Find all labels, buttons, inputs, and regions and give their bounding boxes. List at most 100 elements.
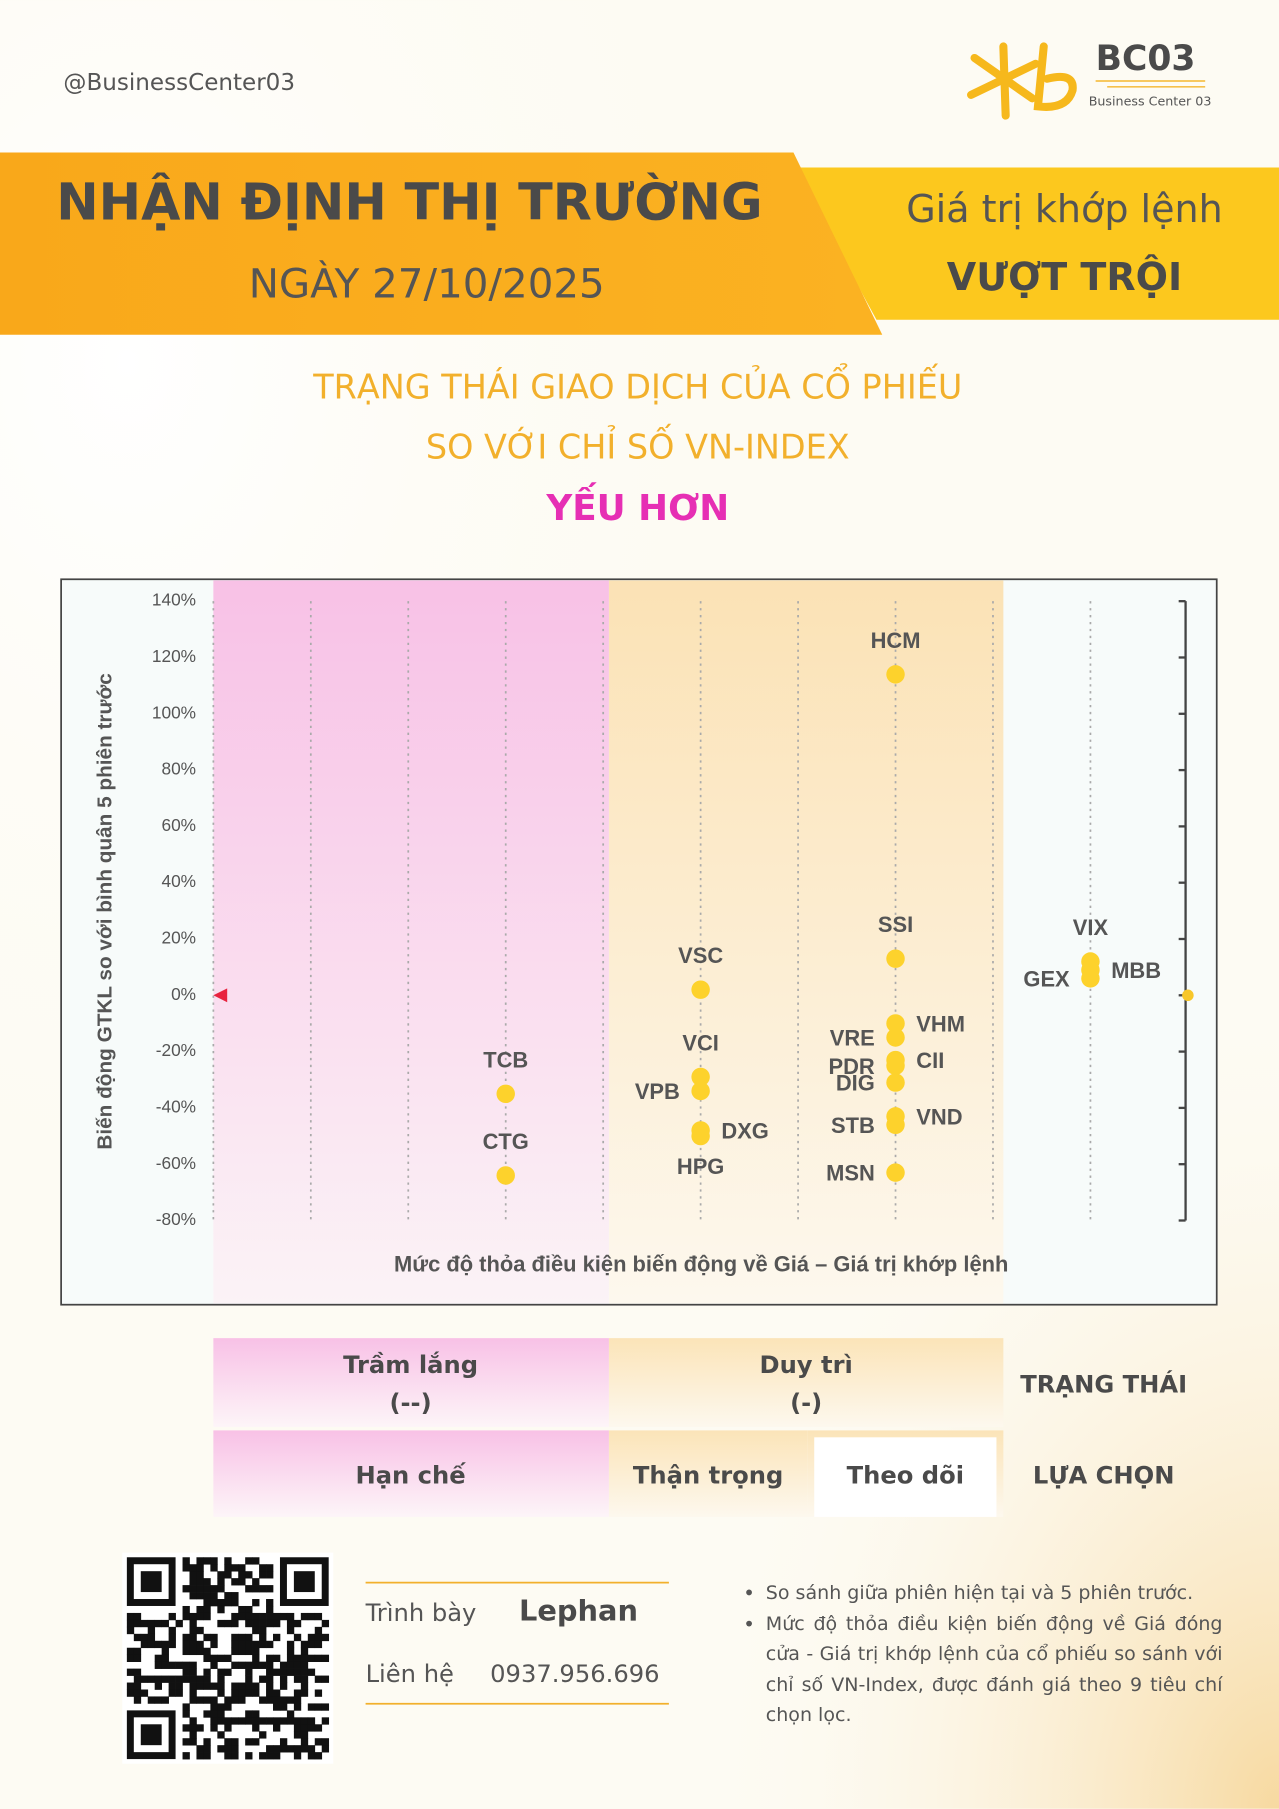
qr-module (224, 1571, 232, 1579)
qr-module (217, 1682, 225, 1690)
qr-module (252, 1619, 260, 1628)
qr-module (279, 1668, 288, 1676)
qr-module (300, 1640, 309, 1649)
qr-module (182, 1710, 190, 1718)
qr-module (273, 1668, 281, 1676)
qr-module (203, 1592, 211, 1600)
qr-module (196, 1564, 204, 1572)
qr-module (293, 1619, 302, 1628)
qr-module (217, 1717, 225, 1725)
qr-module (175, 1661, 183, 1669)
choice-cell (213, 1430, 609, 1517)
qr-module (133, 1647, 142, 1656)
qr-module (189, 1738, 197, 1746)
qr-module (196, 1696, 204, 1704)
qr-module (245, 1675, 253, 1683)
contact-label: Liên hệ (366, 1660, 454, 1688)
qr-module (161, 1696, 169, 1704)
point-label: VCI (682, 1030, 719, 1055)
qr-module (286, 1717, 295, 1725)
qr-module (286, 1668, 295, 1676)
qr-module (259, 1633, 267, 1642)
banner-tagline: Giá trị khớp lệnh (906, 187, 1223, 231)
qr-module (217, 1731, 225, 1739)
qr-module (189, 1682, 197, 1690)
qr-module (126, 1626, 135, 1635)
qr-module (252, 1640, 260, 1649)
qr-module (307, 1703, 316, 1711)
qr-module (273, 1619, 281, 1628)
qr-module (286, 1619, 295, 1628)
qr-module (307, 1724, 316, 1732)
qr-module (266, 1696, 274, 1704)
point (691, 1067, 710, 1087)
qr-module (321, 1717, 330, 1725)
qr-finder (293, 1571, 315, 1593)
qr-module (133, 1612, 142, 1621)
qr-module (182, 1661, 190, 1669)
qr-module (189, 1571, 197, 1579)
qr-module (161, 1654, 169, 1663)
point-label: HPG (677, 1154, 724, 1179)
qr-module (203, 1696, 211, 1704)
qr-module (210, 1633, 218, 1642)
qr-module (203, 1585, 211, 1593)
qr-module (259, 1661, 267, 1669)
y-axis-label: Biến động GTKL so với bình quân 5 phiên … (94, 673, 117, 1149)
qr-module (168, 1682, 176, 1690)
qr-module (161, 1619, 169, 1628)
qr-module (147, 1675, 156, 1683)
banner-title: NHẬN ĐỊNH THỊ TRƯỜNG (56, 172, 762, 232)
qr-module (196, 1640, 204, 1649)
qr-module (182, 1633, 190, 1642)
qr-module (182, 1585, 190, 1593)
qr-module (279, 1717, 288, 1725)
qr-module (140, 1689, 149, 1697)
qr-module (154, 1696, 163, 1704)
qr-module (231, 1647, 239, 1656)
qr-module (224, 1599, 232, 1607)
qr-module (196, 1745, 204, 1753)
point-label: VND (916, 1104, 962, 1129)
qr-module (224, 1717, 232, 1725)
qr-module (252, 1661, 260, 1669)
qr-module (224, 1619, 232, 1628)
qr-module (300, 1745, 309, 1753)
qr-module (300, 1717, 309, 1725)
qr-module (266, 1752, 274, 1760)
qr-module (286, 1710, 295, 1718)
qr-module (238, 1717, 246, 1725)
qr-module (147, 1640, 156, 1649)
qr-module (231, 1633, 239, 1642)
qr-module (293, 1633, 302, 1642)
qr-module (314, 1675, 323, 1683)
qr-module (203, 1745, 211, 1753)
qr-module (154, 1661, 163, 1669)
status-table: Trầm lắng (--) Duy trì (-) TRẠNG THÁI Hạ… (213, 1338, 1187, 1517)
qr-module (231, 1752, 239, 1760)
qr-module (210, 1599, 218, 1607)
qr-module (266, 1717, 274, 1725)
qr-module (266, 1689, 274, 1697)
qr-module (154, 1640, 163, 1649)
point-label: MBB (1111, 958, 1161, 983)
qr-module (231, 1612, 239, 1621)
qr-module (245, 1640, 253, 1649)
qr-module (245, 1647, 253, 1656)
point (886, 949, 905, 968)
qr-module (210, 1661, 218, 1669)
qr-module (314, 1703, 323, 1711)
qr-module (300, 1724, 309, 1732)
qr-module (224, 1696, 232, 1704)
qr-module (266, 1682, 274, 1690)
zero-arrowhead (213, 988, 228, 1003)
qr-module (259, 1585, 267, 1593)
point (691, 980, 710, 999)
qr-module (252, 1599, 260, 1607)
qr-module (279, 1738, 288, 1746)
point-label: VPB (635, 1079, 680, 1104)
qr-module (133, 1682, 142, 1690)
qr-module (126, 1682, 135, 1690)
qr-module (245, 1619, 253, 1628)
qr-module (279, 1661, 288, 1669)
